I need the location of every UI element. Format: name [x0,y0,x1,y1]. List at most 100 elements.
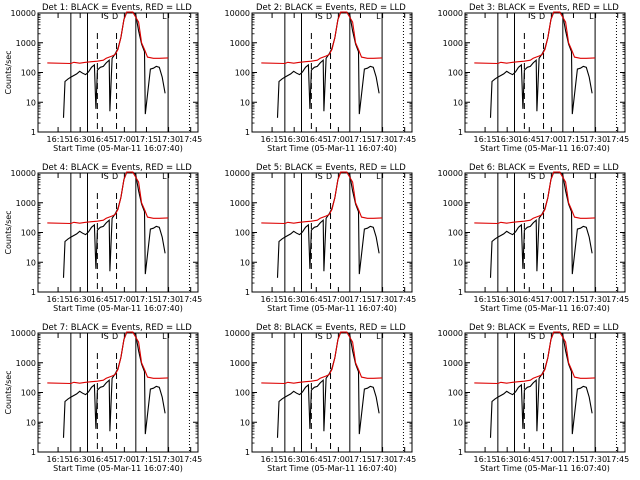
x-tick-label: 17:15 [562,455,585,464]
plot-frame [464,12,626,133]
panel-title: Det 9: BLACK = Events, RED = LLD [469,323,619,333]
x-tick-label: 17:30 [371,455,394,464]
interval-marker-label: S [531,172,536,181]
plot-frame [37,12,199,133]
y-tick-label: 1 [31,288,36,297]
x-tick-label: 16:30 [283,135,306,144]
interval-marker-label: S [318,332,323,341]
y-tick-label: 10000 [225,329,250,338]
x-tick-label: 17:00 [327,455,350,464]
interval-marker-label: S [318,172,323,181]
plot-frame [251,172,413,293]
y-tick-label: 10000 [11,169,36,178]
plot-frame [37,172,199,293]
panel-title: Det 4: BLACK = Events, RED = LLD [42,163,192,173]
series-events-line [276,11,380,118]
y-tick-label: 100 [448,69,463,78]
x-axis-label: Start Time (05-Mar-11 16:07:40) [53,304,183,313]
y-tick-label: 10000 [438,9,463,18]
interval-marker-label: L [376,332,381,341]
detector-panel-6: 1 10 100 1000 10000 16:15 16:30 16:45 17:00 17:15… [438,163,630,313]
y-tick-label: 10 [26,418,36,427]
x-tick-label: 17:45 [606,135,629,144]
x-tick-label: 17:30 [371,135,394,144]
x-axis-label: Start Time (05-Mar-11 16:07:40) [267,464,397,473]
y-tick-label: 1000 [16,199,36,208]
interval-marker-label: D [326,172,332,181]
x-tick-label: 17:30 [584,455,607,464]
x-tick-label: 16:30 [496,295,519,304]
y-tick-label: 1000 [443,39,463,48]
x-tick-label: 17:15 [135,455,158,464]
y-tick-label: 10 [26,98,36,107]
x-tick-label: 17:45 [393,295,416,304]
y-tick-label: 1000 [443,199,463,208]
y-tick-label: 100 [21,229,36,238]
y-tick-label: 1000 [230,39,250,48]
x-tick-label: 17:15 [562,135,585,144]
series-events-line [489,331,593,438]
plot-frame [37,332,199,453]
x-tick-label: 16:15 [261,135,284,144]
series-events-line [62,11,166,118]
detector-panel-9: 1 10 100 1000 10000 16:15 16:30 16:45 17:00 17:15… [438,323,630,473]
series-events-line [276,171,380,278]
interval-marker-label: L [376,172,381,181]
y-tick-label: 10 [240,258,250,267]
y-tick-label: 1 [31,448,36,457]
series-lld-line [47,11,169,65]
panel-title: Det 1: BLACK = Events, RED = LLD [42,3,192,13]
x-tick-label: 16:45 [91,135,114,144]
interval-marker-label: D [539,172,545,181]
y-tick-label: 10000 [225,9,250,18]
series-lld-line [474,171,596,225]
x-tick-label: 16:30 [283,295,306,304]
x-tick-label: 17:15 [135,135,158,144]
x-tick-label: 17:00 [113,295,136,304]
y-tick-label: 1000 [443,359,463,368]
interval-marker-label: S [104,12,109,21]
x-axis-label: Start Time (05-Mar-11 16:07:40) [480,464,610,473]
y-tick-label: 1 [245,128,250,137]
x-tick-label: 16:45 [305,135,328,144]
x-tick-label: 16:45 [305,455,328,464]
x-tick-label: 16:45 [305,295,328,304]
interval-marker-label: L [376,12,381,21]
y-tick-label: 100 [448,389,463,398]
y-tick-label: 1 [31,128,36,137]
y-tick-label: 1 [458,448,463,457]
panel-title: Det 5: BLACK = Events, RED = LLD [256,163,406,173]
x-tick-label: 16:30 [69,295,92,304]
series-lld-line [261,171,383,225]
plot-frame [251,12,413,133]
interval-marker-label: D [539,12,545,21]
x-tick-label: 17:30 [157,135,180,144]
y-tick-label: 10 [240,98,250,107]
detector-panel-7: 1 10 100 1000 10000 16:15 16:30 16:45 17:00 17:15… [4,323,202,473]
y-tick-label: 1 [458,288,463,297]
interval-marker-label: D [539,332,545,341]
x-tick-label: 16:15 [261,455,284,464]
series-lld-line [474,11,596,65]
x-tick-label: 17:15 [562,295,585,304]
y-axis-label: Counts/sec [4,370,13,414]
y-tick-label: 100 [21,69,36,78]
x-tick-label: 17:45 [606,295,629,304]
panel-title: Det 8: BLACK = Events, RED = LLD [256,323,406,333]
y-tick-label: 10 [453,98,463,107]
y-tick-label: 100 [235,69,250,78]
x-tick-label: 17:00 [540,295,563,304]
x-tick-label: 17:30 [157,455,180,464]
y-tick-label: 1000 [230,199,250,208]
plot-frame [464,332,626,453]
interval-marker-label: S [531,332,536,341]
plot-frame [251,332,413,453]
x-tick-label: 16:45 [91,295,114,304]
x-tick-label: 16:30 [69,135,92,144]
x-tick-label: 17:15 [349,455,372,464]
x-tick-label: 17:30 [157,295,180,304]
y-tick-label: 1 [245,288,250,297]
interval-marker-label: D [326,332,332,341]
x-tick-label: 17:30 [584,135,607,144]
interval-marker-label: S [104,172,109,181]
